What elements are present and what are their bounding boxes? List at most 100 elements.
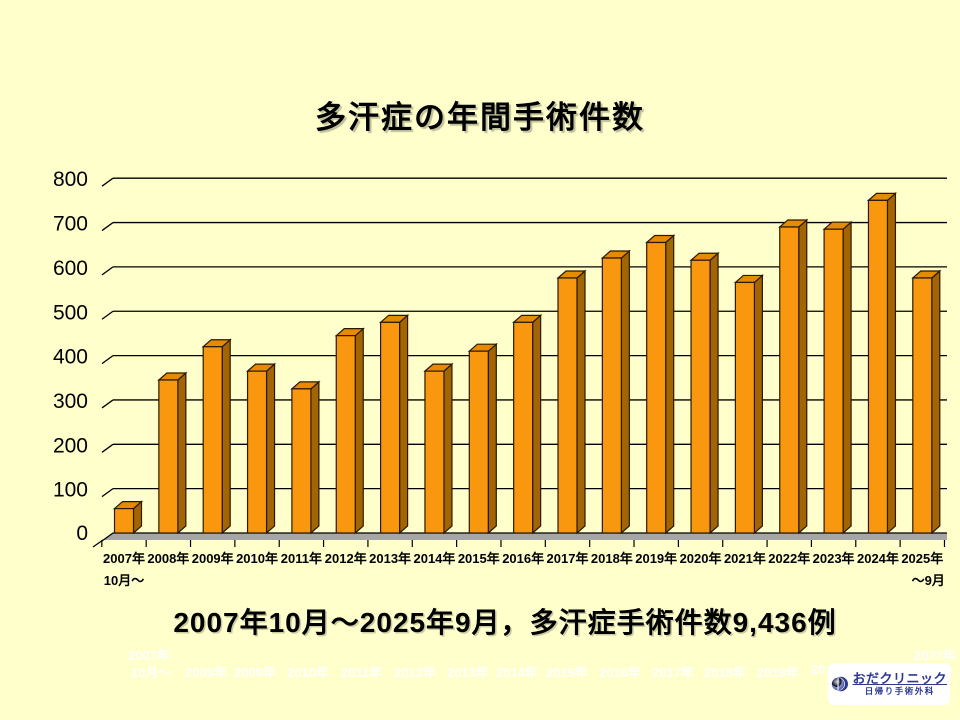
bar [645,234,676,535]
clinic-logo-subtitle: 日帰り手術外科 [864,685,935,696]
bar-face [443,362,453,535]
clinic-logo: おだクリニック 日帰り手術外科 [828,663,950,705]
x-axis-label: 2016年 [502,551,544,566]
bar-face [690,259,711,534]
bar-face [734,281,756,534]
bar [334,327,365,535]
x-axis-label: 2013年 [369,551,411,566]
bar-face [886,192,897,535]
gridline-depth-tick [101,222,114,232]
gridline-depth-tick [101,355,114,365]
x-axis-label: 2024年 [857,551,899,566]
chart-title: 多汗症の年間手術件数 [315,100,645,135]
bar-face [931,269,941,535]
gridline-depth-tick [101,443,114,453]
bar-face [177,371,187,535]
x-axis-label: 2009年 [192,551,234,566]
bar-face [265,362,276,535]
ghost-axis-label: 2019年 [757,665,799,680]
bar-face [646,241,667,534]
x-axis-label: 2017年 [547,551,589,566]
x-axis-sublabel: 10月～ [104,573,144,588]
ghost-axis-label: 2008年 [185,665,227,680]
ghost-axis-label: 2012年 [394,665,436,680]
bar-face [291,388,312,534]
ghost-axis-label: 2013年 [447,665,489,680]
gridline-depth-tick [101,266,114,276]
bar-face [601,257,622,534]
bar-face [798,218,808,535]
bar-face [468,350,489,534]
ghost-axis-label: 2014年 [496,665,538,680]
bar-face [842,220,852,535]
bar-face [557,277,578,534]
gridline-depth-tick [101,399,114,409]
ghost-axis-label: 2017年 [652,665,694,680]
y-axis-label: 200 [53,434,88,457]
bar-face [380,321,401,534]
bar [866,192,898,535]
bar-face [709,251,719,535]
bar [423,362,454,535]
gridline-depth-tick [101,310,114,320]
x-axis-label: 2010年 [236,551,278,566]
x-axis-label: 2021年 [724,551,766,566]
bar-face [620,249,630,535]
bar [512,314,543,535]
bar-face [779,226,800,534]
bar [201,338,232,535]
bar [778,218,809,535]
y-axis-label: 600 [53,257,88,280]
summary-caption: 2007年10月～2025年9月，多汗症手術件数9,436例 [173,607,837,638]
bar-face [113,508,135,534]
bar-face [513,321,534,534]
ghost-axis-label: 2022年 [914,648,956,663]
x-axis-label: 2023年 [813,551,855,566]
bar-face [532,314,542,535]
x-axis-label: 2012年 [325,551,367,566]
x-axis-label: 2008年 [147,551,189,566]
ghost-axis-label: 2015年 [546,665,588,680]
bar-face [487,342,497,535]
x-axis-label: 2020年 [680,551,722,566]
bar [157,371,188,535]
ghost-axis-label: 10月～ [131,665,172,680]
bar-face [912,277,933,534]
bar-face [576,269,586,535]
bar-face [158,379,179,534]
baseline-depth-tick [101,532,114,542]
ghost-axis-label: 2016年 [599,665,641,680]
bar [467,342,498,535]
bar-face [354,327,364,535]
bar [290,380,321,535]
x-axis-label: 2025年 [901,551,943,566]
bar [379,314,410,535]
bar-face [310,380,320,535]
bar [112,500,144,535]
clinic-logo-name: おだクリニック [852,670,947,686]
ghost-axis-label: 2009年 [234,665,276,680]
bar [689,251,720,535]
bar-face [665,234,675,535]
y-axis-label: 300 [53,390,88,413]
x-axis-label: 2011年 [281,551,322,566]
bar [600,249,631,535]
gridline-depth-tick [101,488,114,498]
bar [556,269,587,535]
y-axis-label: 500 [53,301,88,324]
x-axis-label: 2014年 [413,551,455,566]
x-axis-label: 2019年 [635,551,677,566]
bar [911,269,942,535]
bar-face [202,346,223,534]
y-axis-label: 800 [53,168,88,191]
axis-floor [103,533,947,540]
ghost-axis-label: 2007年 [128,648,170,663]
x-axis-sublabel: ～9月 [912,573,945,588]
bar-face [867,199,889,534]
bar [733,274,764,535]
y-axis-label: 400 [53,346,88,369]
x-axis-label: 2022年 [768,551,810,566]
bar-face [399,314,409,535]
ghost-axis-label: 20 [811,662,826,677]
